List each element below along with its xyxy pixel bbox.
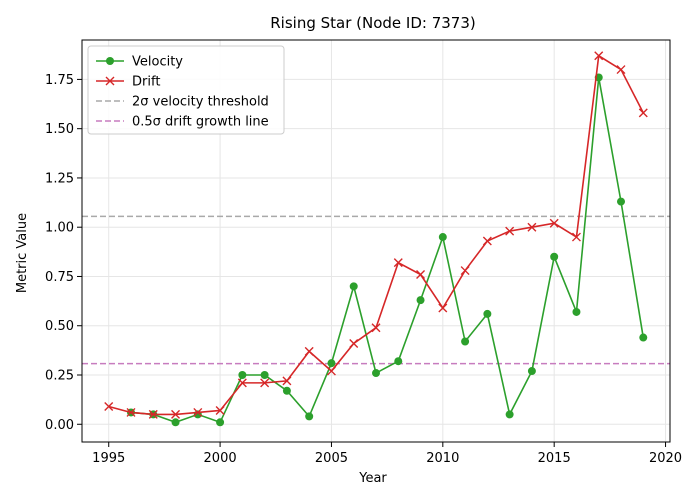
data-point (639, 333, 648, 342)
legend-entry: Drift (96, 75, 160, 90)
data-point (461, 337, 470, 346)
legend-label: Drift (132, 75, 160, 90)
x-tick-label: 2000 (204, 451, 237, 466)
y-tick-label: 0.00 (45, 418, 74, 433)
legend-entry: 2σ velocity threshold (96, 95, 269, 110)
x-axis-ticks: 1995 2000 2005 2010 2015 2020 (92, 442, 682, 466)
legend: Velocity Drift 2σ velocity threshold 0.5σ d… (87, 45, 285, 135)
data-point (104, 402, 114, 412)
data-point (638, 108, 648, 118)
data-point (527, 222, 537, 232)
y-tick-label: 0.75 (45, 270, 74, 285)
y-tick-label: 1.00 (45, 221, 74, 236)
x-tick-label: 2020 (649, 451, 682, 466)
data-point (371, 323, 381, 333)
data-point (505, 410, 514, 419)
x-axis-label: Year (358, 471, 387, 486)
y-tick-label: 0.25 (45, 369, 74, 384)
x-tick-label: 2010 (426, 451, 459, 466)
legend-box (87, 45, 285, 135)
data-point (238, 371, 247, 379)
data-point (616, 65, 626, 75)
data-point (505, 226, 515, 236)
y-axis-ticks: 0.00 0.25 0.50 0.75 1.00 1.25 1.50 1.75 (45, 73, 82, 433)
data-point (594, 51, 604, 61)
data-point (571, 232, 581, 242)
data-point (148, 409, 158, 419)
data-point (326, 366, 336, 376)
legend-marker (106, 57, 114, 65)
data-point (438, 233, 447, 242)
y-axis-label: Metric Value (15, 213, 30, 293)
legend-label: Velocity (132, 55, 183, 70)
data-point (282, 376, 292, 386)
y-tick-label: 1.50 (45, 122, 74, 137)
legend-entry: Velocity (96, 55, 183, 70)
data-point (327, 359, 336, 368)
legend-marker (105, 76, 115, 86)
legend-label: 0.5σ drift growth line (132, 115, 269, 130)
data-point (393, 258, 403, 268)
data-point (483, 309, 492, 318)
y-tick-label: 1.25 (45, 171, 74, 186)
data-point (304, 346, 314, 356)
chart-title: Rising Star (Node ID: 7373) (270, 14, 476, 32)
data-point (349, 338, 359, 348)
plot-frame (81, 39, 671, 443)
data-point (549, 218, 559, 228)
reference-lines (82, 215, 670, 365)
data-point (260, 378, 270, 388)
data-point (260, 371, 269, 379)
legend-entry: 0.5σ drift growth line (96, 115, 269, 130)
data-point (215, 405, 225, 415)
data-point (349, 282, 358, 291)
series-velocity (127, 73, 648, 427)
data-point (372, 369, 380, 378)
x-tick-label: 2015 (538, 451, 571, 466)
y-tick-label: 1.75 (45, 73, 74, 88)
data-point (282, 386, 291, 395)
legend-label: 2σ velocity threshold (132, 95, 269, 110)
x-tick-label: 1995 (92, 451, 125, 466)
grid (82, 40, 670, 442)
data-point (193, 407, 203, 417)
data-point (550, 252, 559, 261)
data-point (126, 407, 136, 417)
data-point (460, 266, 470, 276)
data-point (171, 409, 181, 419)
data-point (438, 303, 448, 313)
series-lines (104, 51, 648, 427)
data-point (416, 270, 426, 279)
y-tick-label: 0.50 (45, 319, 74, 334)
data-point (572, 307, 581, 316)
x-tick-label: 2005 (315, 451, 348, 466)
data-point (216, 418, 225, 427)
data-point (394, 357, 403, 366)
data-point (482, 236, 492, 246)
data-point (237, 378, 247, 388)
data-point (305, 412, 314, 421)
data-point (527, 367, 536, 376)
data-point (171, 418, 180, 427)
data-point (617, 197, 625, 206)
series-drift (104, 51, 648, 419)
data-point (416, 296, 425, 305)
